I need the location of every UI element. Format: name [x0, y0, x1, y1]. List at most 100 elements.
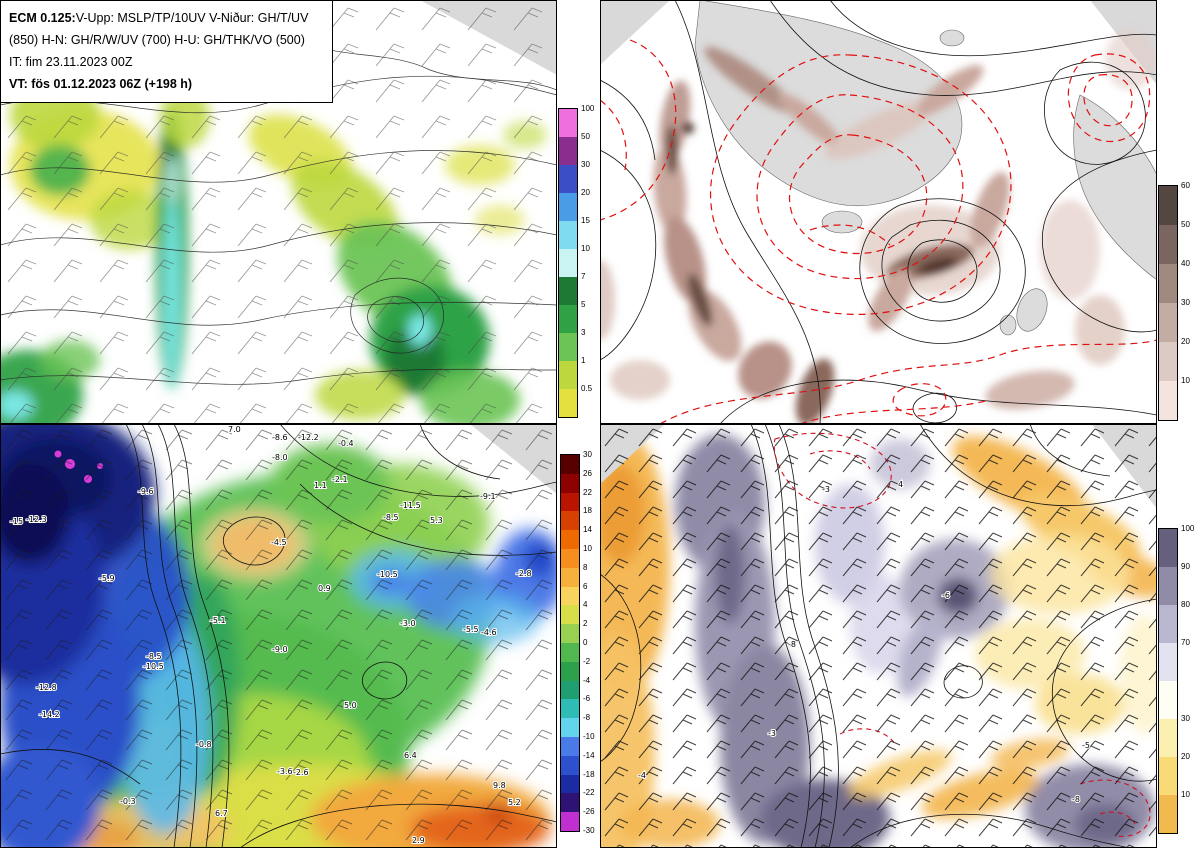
contour-label: 6.7 [215, 809, 228, 818]
colorbar-tick-label: 10 [1181, 376, 1190, 385]
colorbar-segment [561, 774, 579, 794]
colorbar-tick-label: -30 [583, 826, 595, 835]
colorbar-tick-label: 30 [1181, 298, 1190, 307]
contour-label: -9.1 [480, 492, 496, 501]
colorbar-segment [1159, 342, 1177, 381]
colorbar-tick-label: 10 [581, 244, 590, 253]
colorbar-tick-label: 0 [583, 638, 588, 647]
wind-barbs-layer [600, 424, 1157, 848]
colorbar-tick-label: 7 [581, 272, 586, 281]
colorbar-segment [559, 109, 577, 137]
contour-label: -2.1 [332, 475, 348, 484]
contour-label: -9.0 [272, 645, 288, 654]
contour-label: -15 [10, 517, 23, 526]
colorbar-segment [561, 755, 579, 775]
colorbar-tick-label: -2 [583, 656, 591, 666]
colorbar-tick-label: -10 [583, 732, 595, 741]
contour-label: -5.9 [99, 574, 115, 583]
colorbar-tick-label: 14 [583, 525, 592, 535]
contour-label: -0.3 [120, 797, 136, 806]
colorbar-segment [561, 736, 579, 756]
colorbar-tick-label: -14 [583, 750, 595, 760]
contour-label: -8 [788, 640, 796, 649]
contour-label: -0.4 [338, 439, 354, 448]
colorbar-segment [559, 389, 577, 417]
colorbar-segment [561, 661, 579, 681]
panel-frame [600, 0, 1157, 424]
contour-label: -8.6 [272, 433, 288, 442]
colorbar-segment [1159, 225, 1177, 264]
contour-label: 6.4 [404, 751, 417, 760]
contour-label: -12.3 [26, 515, 47, 524]
contour-label: -6 [942, 591, 950, 600]
colorbar-segment [561, 548, 579, 568]
colorbar-segment [559, 333, 577, 361]
colorbar-tick-label: 20 [1181, 752, 1190, 761]
colorbar-tick-label: 5 [581, 300, 586, 309]
colorbar-segment [561, 492, 579, 512]
colorbar-tick-label: 30 [583, 450, 592, 459]
contour-label: -0.8 [196, 740, 212, 749]
colorbar-segment [561, 699, 579, 719]
colorbar-segment [559, 277, 577, 305]
colorbar-tick-label: 90 [1181, 562, 1190, 571]
contour-label: -8.0 [272, 453, 288, 462]
colorbar-segment [561, 511, 579, 531]
contour-label: -10.5 [143, 662, 164, 671]
colorbar-temperature: 30 26 22 18 14 10 8 6 4 2 0 -2 -4 -6 -8 -10 -14 -18 -22 -26… [560, 451, 595, 835]
colorbar-segment [1159, 719, 1177, 757]
colorbar-segment [1159, 795, 1177, 833]
map-panel-gh-t-uv-850: 7.0 -8.6 -12.2 -0.4 -8.0 -2.1 1.1 -9.6 -11.5 -8.5… [0, 424, 557, 848]
colorbar-segment [559, 193, 577, 221]
thickness-contours-dashed [600, 39, 1157, 424]
contour-label: -12.8 [36, 683, 57, 692]
contour-label: -8 [1072, 795, 1080, 804]
contour-labels-group: -3 4 -6 -8 -3 -4 -5 -8 [637, 479, 1091, 805]
colorbar-tick-label: 1 [581, 356, 586, 365]
products-top: V-Upp: MSLP/TP/10UV V-Niður: GH/T/UV [75, 11, 309, 25]
colorbar-segment [561, 718, 579, 737]
product-line-1: ECM 0.125:V-Upp: MSLP/TP/10UV V-Niður: G… [9, 7, 322, 29]
product-line-2: (850) H-N: GH/R/W/UV (700) H-U: GH/THK/V… [9, 33, 305, 47]
colorbar-tick-label: -6 [583, 694, 591, 704]
colorbar-segment [559, 305, 577, 333]
colorbar-tick-label: 26 [583, 468, 592, 478]
colorbar-tick-label: 8 [583, 562, 588, 572]
colorbar-segment [1159, 529, 1177, 567]
colorbar-segment [559, 361, 577, 389]
contour-label: -4 [638, 771, 646, 780]
colorbar-segment [561, 567, 579, 587]
colorbar-tick-label: 100 [581, 104, 595, 113]
colorbar-tick-label: 18 [583, 506, 592, 516]
colorbar-segment [559, 221, 577, 249]
colorbar-tick-label: 50 [1181, 220, 1190, 229]
colorbar-segment [1159, 186, 1177, 225]
contour-label: -5.1 [210, 616, 226, 625]
colorbar-tick-label: 30 [581, 160, 590, 169]
colorbar-tick-label: -26 [583, 807, 595, 817]
colorbar-segment [559, 137, 577, 165]
contour-label: -10.5 [377, 570, 398, 579]
colorbar-segment [561, 586, 579, 606]
colorbar-tick-label: 60 [1181, 181, 1190, 190]
colorbar-segment [561, 530, 579, 549]
colorbar-segment [1159, 264, 1177, 303]
colorbar-tick-label: 40 [1181, 259, 1190, 268]
colorbar-tick-label: 10 [1181, 790, 1190, 799]
colorbar-segment [1159, 567, 1177, 605]
contour-label: -2.8 [516, 569, 532, 578]
colorbar-segment [1159, 605, 1177, 643]
colorbar-segment [561, 642, 579, 662]
colorbar-segment [561, 605, 579, 625]
contour-label: -9.6 [138, 487, 154, 496]
contour-label: -4.6 [481, 628, 497, 637]
map-panel-gh-thk-vo-500 [600, 0, 1157, 424]
colorbar-tick-label: -18 [583, 769, 595, 779]
colorbar-segment [1159, 303, 1177, 342]
colorbar-tick-label: 4 [583, 600, 588, 610]
contour-label: -11.5 [400, 501, 421, 510]
colorbar-segment [559, 249, 577, 277]
colorbar-segment [561, 793, 579, 813]
colorbar-tick-label: 10 [583, 544, 592, 553]
contour-label: -5 [1082, 741, 1090, 750]
